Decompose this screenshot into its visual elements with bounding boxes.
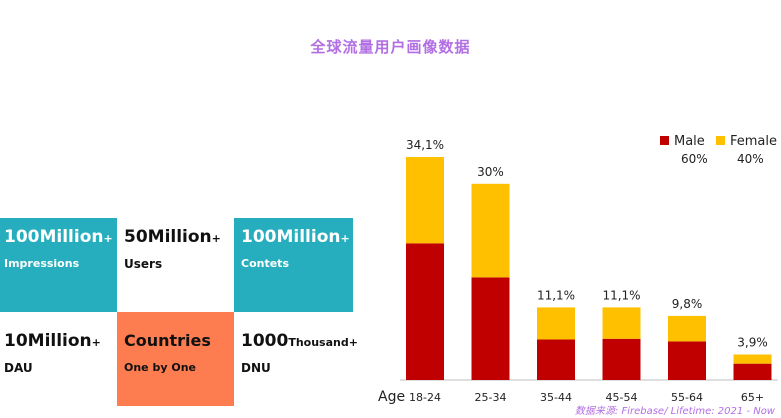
- stat-value: 1000: [241, 331, 289, 351]
- bar-female-18-24: [406, 157, 444, 244]
- stat-suffix: +: [211, 232, 221, 245]
- tick-label: 55-64: [671, 391, 703, 404]
- stat-value: 50Million: [124, 227, 212, 247]
- data-label-total: 11,1%: [602, 288, 640, 302]
- data-label-total: 11,1%: [537, 288, 575, 302]
- data-label-total: 30%: [477, 165, 504, 179]
- data-label-total: 3,9%: [737, 335, 768, 349]
- stat-label: Users: [124, 257, 163, 271]
- bar-male-25-34: [471, 277, 510, 380]
- legend-swatch-male: [660, 136, 669, 145]
- bar-male-45-54: [602, 338, 641, 380]
- bar-male-35-44: [537, 339, 575, 380]
- tick-label: 18-24: [409, 391, 441, 404]
- data-label-total: 9,8%: [672, 297, 703, 311]
- bar-male-18-24: [406, 243, 444, 380]
- stat-label: Impressions: [4, 257, 80, 270]
- bar-female-35-44: [537, 307, 575, 340]
- stat-label: DAU: [4, 361, 33, 375]
- legend-share: 40%: [737, 152, 764, 166]
- stat-tile-impressions: 100Million+ Impressions: [0, 218, 117, 312]
- legend-share: 60%: [681, 152, 708, 166]
- tick-label: 65+: [741, 391, 764, 404]
- stat-suffix: +: [340, 232, 350, 245]
- data-source-note: 数据来源: Firebase/ Lifetime: 2021 - Now: [574, 406, 775, 417]
- stat-value: Countries: [124, 331, 211, 350]
- stat-suffix: +: [103, 232, 113, 245]
- bar-female-45-54: [602, 307, 641, 339]
- stat-tile-dnu: 1000Thousand+ DNU: [234, 312, 364, 406]
- legend-label: Female: [730, 134, 777, 149]
- legend-label: Male: [674, 134, 705, 149]
- data-label-total: 34,1%: [406, 138, 444, 152]
- tick-label: 25-34: [475, 391, 507, 404]
- bar-female-55-64: [668, 315, 706, 342]
- stat-tile-users: 50Million+ Users: [117, 218, 234, 312]
- bar-female-25-34: [471, 183, 510, 278]
- stat-tile-countries: Countries One by One: [117, 312, 234, 406]
- tick-label: 45-54: [606, 391, 638, 404]
- bar-male-65+: [733, 363, 772, 380]
- stat-label: One by One: [124, 361, 196, 374]
- stat-suffix: +: [91, 336, 101, 349]
- bar-male-55-64: [668, 341, 706, 380]
- stat-label: Contets: [241, 257, 289, 270]
- age-gender-bar-chart: 34,1% 18-24 30% 25-34 11,1% 35-44 11,1% 45-54 9,…: [378, 134, 778, 405]
- stat-tile-contents: 100Million+ Contets: [234, 218, 353, 312]
- stat-value: 10Million: [4, 331, 92, 351]
- stat-label: DNU: [241, 361, 271, 375]
- legend-swatch-female: [716, 136, 725, 145]
- stat-suffix: Thousand+: [288, 336, 358, 349]
- stat-value: 100Million: [241, 227, 341, 247]
- axis-label: Age: [378, 389, 405, 405]
- bar-female-65+: [733, 354, 772, 364]
- stat-value: 100Million: [4, 227, 104, 247]
- tick-label: 35-44: [540, 391, 572, 404]
- page-title: 全球流量用户画像数据: [310, 38, 471, 56]
- stat-tile-dau: 10Million+ DAU: [0, 312, 117, 406]
